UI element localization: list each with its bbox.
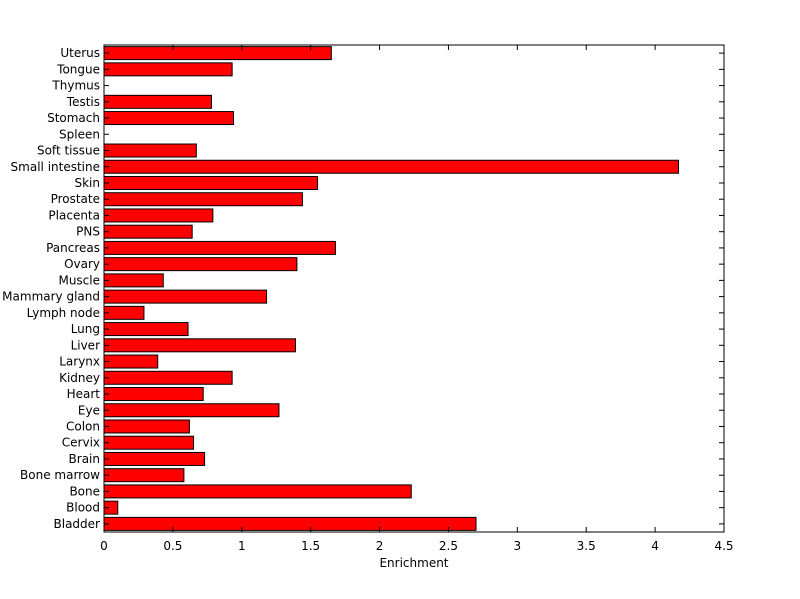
y-tick-labels: Bladder Blood Bone Bone marrow Brain Cervix Co… (2, 46, 100, 531)
x-tick-label: 2 (376, 539, 384, 553)
y-tick-label-bladder: Bladder (54, 517, 101, 531)
bar-muscle (103, 273, 164, 288)
y-tick-label-kidney: Kidney (59, 371, 100, 385)
x-tick-labels: 0 0.5 1 1.5 2 2.5 3 3.5 4 4.5 (100, 539, 733, 553)
y-tick-label-bone: Bone (69, 484, 100, 498)
bar-brain (103, 451, 206, 466)
y-tick-label-cervix: Cervix (62, 436, 100, 450)
ticks-group (103, 45, 725, 532)
y-tick-label-thymus: Thymus (51, 79, 100, 93)
bar-prostate (103, 192, 303, 207)
bar-small-intestine (103, 159, 680, 174)
bar-skin (103, 175, 319, 190)
y-tick-label-pancreas: Pancreas (46, 241, 100, 255)
y-tick-label-colon: Colon (66, 419, 100, 433)
bar-heart (103, 387, 204, 402)
y-tick-label-testis: Testis (66, 95, 100, 109)
bar-placenta (103, 208, 214, 223)
y-tick-label-placenta: Placenta (48, 208, 100, 222)
bar-pns (103, 224, 193, 239)
x-tick-label: 0 (100, 539, 108, 553)
x-tick-label: 0.5 (163, 539, 182, 553)
y-tick-label-larynx: Larynx (59, 355, 100, 369)
bar-larynx (103, 354, 159, 369)
y-tick-label-tongue: Tongue (56, 62, 100, 76)
x-tick-label: 3 (514, 539, 522, 553)
y-tick-label-soft-tissue: Soft tissue (37, 144, 100, 158)
bar-stomach (103, 111, 235, 126)
x-tick-label: 1 (238, 539, 246, 553)
y-tick-label-stomach: Stomach (47, 111, 100, 125)
y-tick-label-prostate: Prostate (51, 192, 100, 206)
y-tick-label-lymph-node: Lymph node (27, 306, 100, 320)
x-tick-label: 4 (651, 539, 659, 553)
y-tick-label-liver: Liver (71, 338, 101, 352)
y-tick-label-brain: Brain (69, 452, 100, 466)
bar-eye (103, 403, 280, 418)
x-tick-label: 3.5 (577, 539, 596, 553)
bar-kidney (103, 370, 233, 385)
bar-ovary (103, 257, 298, 272)
y-tick-label-skin: Skin (74, 176, 100, 190)
x-axis-title: Enrichment (379, 556, 448, 570)
y-tick-label-blood: Blood (66, 501, 100, 515)
y-tick-label-pns: PNS (76, 225, 100, 239)
bar-cervix (103, 435, 195, 450)
x-tick-label: 4.5 (714, 539, 733, 553)
bar-bladder (103, 516, 477, 531)
y-tick-label-small-intestine: Small intestine (11, 160, 100, 174)
bar-colon (103, 419, 190, 434)
y-tick-label-lung: Lung (71, 322, 100, 336)
bars-group (103, 46, 680, 531)
y-tick-label-spleen: Spleen (59, 127, 100, 141)
bar-bone (103, 484, 412, 499)
bar-testis (103, 94, 212, 109)
plot-frame (103, 44, 725, 533)
bar-bone-marrow (103, 468, 185, 483)
bar-mammary-gland (103, 289, 268, 304)
y-tick-label-ovary: Ovary (64, 257, 100, 271)
y-tick-label-eye: Eye (78, 403, 100, 417)
bar-liver (103, 338, 297, 353)
x-tick-label: 1.5 (301, 539, 320, 553)
bar-tongue (103, 62, 233, 77)
y-tick-label-heart: Heart (67, 387, 101, 401)
bar-lung (103, 322, 189, 337)
bar-lymph-node (103, 305, 145, 320)
bar-uterus (103, 46, 332, 61)
x-tick-label: 2.5 (439, 539, 458, 553)
bar-soft-tissue (103, 143, 197, 158)
y-tick-label-bone-marrow: Bone marrow (20, 468, 100, 482)
y-tick-label-muscle: Muscle (58, 273, 100, 287)
y-tick-label-uterus: Uterus (60, 46, 100, 60)
y-tick-label-mammary-gland: Mammary gland (2, 290, 100, 304)
bar-pancreas (103, 240, 336, 255)
